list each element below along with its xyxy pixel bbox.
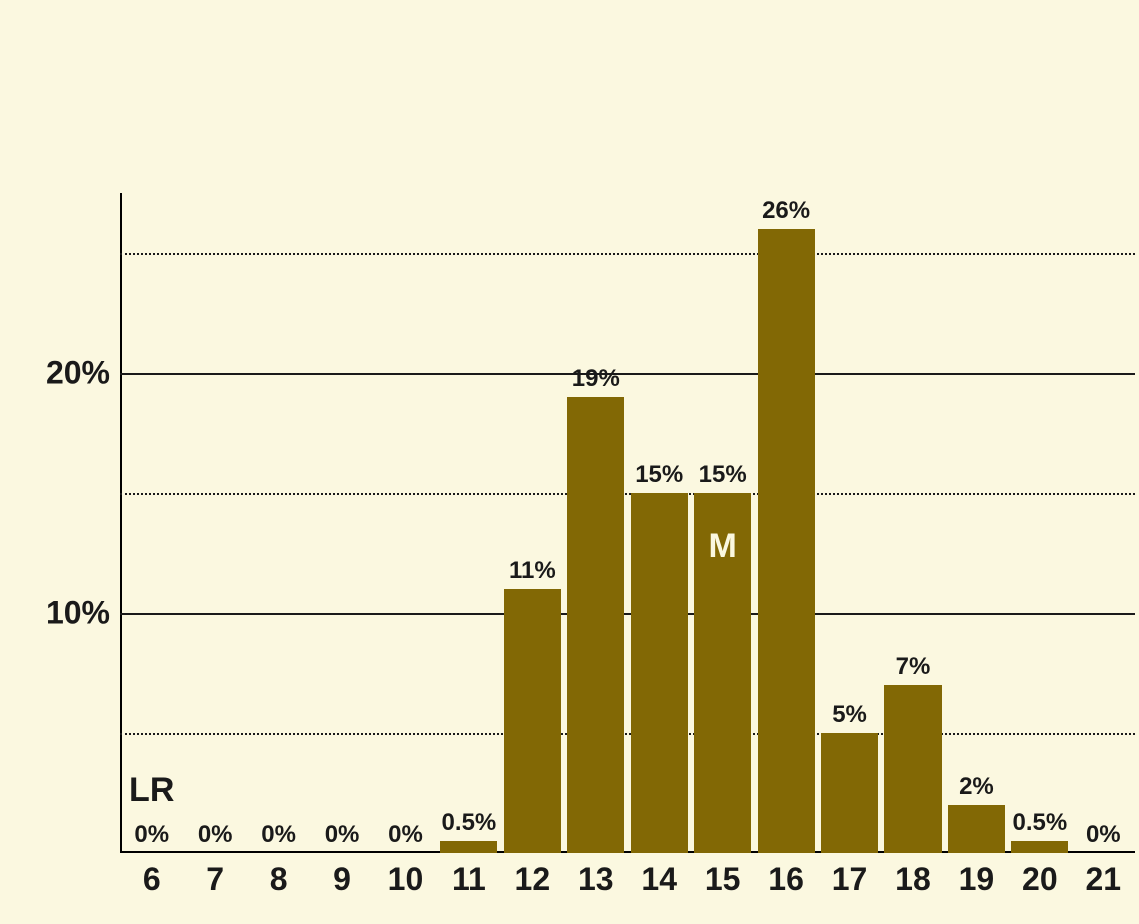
x-axis-label: 13 (578, 861, 614, 898)
bar (440, 841, 497, 853)
bar-value-label: 5% (832, 701, 867, 729)
x-axis-label: 10 (388, 861, 424, 898)
bar (821, 733, 878, 853)
bar-value-label: 7% (896, 653, 931, 681)
x-axis-label: 15 (705, 861, 741, 898)
gridline-minor (120, 253, 1135, 255)
x-axis-label: 11 (452, 861, 486, 898)
x-axis-label: 7 (206, 861, 224, 898)
bar-value-label: 0% (261, 821, 296, 849)
x-axis-label: 16 (768, 861, 804, 898)
bar-value-label: 0% (325, 821, 360, 849)
bar-value-label: 0.5% (442, 809, 497, 837)
x-axis-label: 17 (832, 861, 868, 898)
bar-value-label: 0% (1086, 821, 1121, 849)
x-axis-label: 9 (333, 861, 351, 898)
bar (631, 493, 688, 853)
x-axis-label: 6 (143, 861, 161, 898)
bar-value-label: 26% (762, 197, 810, 225)
bar-value-label: 0.5% (1012, 809, 1067, 837)
gridline-minor (120, 493, 1135, 495)
bar-value-label: 11% (509, 557, 556, 585)
bar (884, 685, 941, 853)
gridline (120, 373, 1135, 375)
median-marker: M (708, 527, 736, 566)
bar (1011, 841, 1068, 853)
bar (948, 805, 1005, 853)
x-axis-label: 18 (895, 861, 931, 898)
bar-value-label: 0% (388, 821, 423, 849)
x-axis-label: 20 (1022, 861, 1058, 898)
bar-value-label: 19% (572, 365, 620, 393)
gridline-minor (120, 733, 1135, 735)
plot-area: 10%20%0%60%70%80%90%100.5%1111%1219%1315… (120, 193, 1135, 853)
bar-value-label: 0% (198, 821, 233, 849)
plot-wrap: 10% 20% 0% 6 0% 7 0% 8 0% 9 0% 10 0.5% 11 11% 12 19% 13 15… (0, 183, 1139, 923)
lr-marker: LR (129, 771, 174, 810)
gridline (120, 613, 1135, 615)
x-axis-label: 21 (1085, 861, 1121, 898)
y-axis-line (120, 193, 122, 853)
x-axis-label: 19 (959, 861, 995, 898)
bar-value-label: 15% (699, 461, 747, 489)
x-axis-label: 14 (641, 861, 677, 898)
x-axis-label: 8 (270, 861, 288, 898)
y-axis-label: 20% (46, 355, 110, 392)
y-axis-label: 10% (46, 595, 110, 632)
bar (567, 397, 624, 853)
bar (758, 229, 815, 853)
bar-value-label: 15% (635, 461, 683, 489)
bar-value-label: 2% (959, 773, 994, 801)
bar-value-label: 0% (134, 821, 169, 849)
x-axis-label: 12 (515, 861, 551, 898)
bar (504, 589, 561, 853)
